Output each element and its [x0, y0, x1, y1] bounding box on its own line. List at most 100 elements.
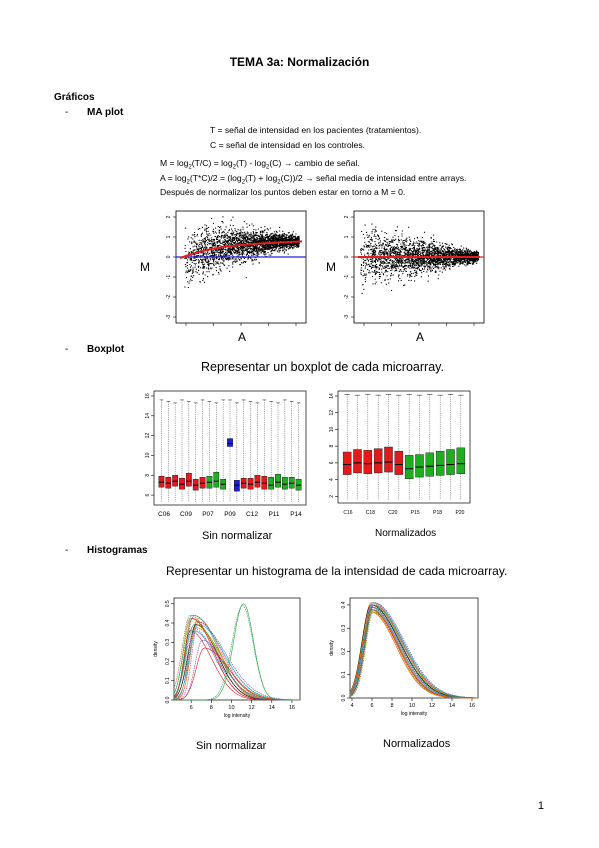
- bullet-label: Histogramas: [87, 545, 148, 556]
- histogram-left-caption: Sin normalizar: [196, 740, 267, 752]
- histogram-x-tick-label: 12: [249, 705, 255, 711]
- ma-right-axis-m: M: [326, 260, 336, 274]
- bullet-label: Boxplot: [87, 344, 125, 355]
- histogram-x-tick-label: 10: [409, 703, 415, 709]
- histogram-density-curve: [349, 609, 478, 699]
- boxplot-box: [384, 446, 393, 473]
- page-number: 1: [537, 800, 544, 812]
- boxplot-x-tick-label: C16: [343, 510, 352, 516]
- boxplot-box: [363, 450, 373, 474]
- histogram-x-tick-label: 12: [429, 703, 435, 709]
- histogram-x-tick-label: 8: [210, 705, 213, 711]
- histogram-x-tick-label: 4: [350, 703, 353, 709]
- histogram-right-caption: Normalizados: [383, 738, 451, 750]
- boxplot-box: [404, 455, 414, 479]
- boxplot-box: [446, 449, 455, 475]
- page-title: TEMA 3a: Normalización: [229, 55, 370, 69]
- ma-y-tick-label: 1: [166, 235, 172, 238]
- histogram-y-tick-label: 0.2: [165, 658, 171, 665]
- boxplot-box: [415, 454, 424, 478]
- boxplot-y-tick-label: 16: [145, 393, 151, 399]
- histogram-x-tick-label: 16: [289, 705, 295, 711]
- boxplot-box: [254, 475, 261, 488]
- ma-y-tick-label: -1: [166, 275, 172, 280]
- boxplot-box: [435, 450, 445, 476]
- boxplot-left-caption: Sin normalizar: [202, 530, 273, 542]
- boxplot-box: [394, 450, 404, 475]
- ma-y-tick-label: -3: [166, 315, 172, 320]
- boxplot-box: [213, 472, 220, 488]
- histogram-density-curve: [349, 609, 478, 699]
- boxplot-box: [425, 452, 435, 477]
- boxplot-x-tick-label: P09: [224, 511, 236, 518]
- boxplot-x-tick-label: P15: [411, 510, 420, 516]
- histogram-y-tick-label: 0.1: [341, 671, 347, 678]
- ma-plot-figure: 2 1 0 -1 -2 -3 2 1 0 -1 -2 -3 M M A A: [140, 210, 485, 344]
- boxplot-y-tick-label: 14: [145, 413, 151, 419]
- boxplot-y-tick-label: 12: [329, 410, 335, 416]
- ma-y-tick-label: 0: [344, 255, 350, 258]
- ma-right-points-path: [360, 223, 480, 294]
- histogram-heading: Representar un histograma de la intensid…: [166, 564, 508, 578]
- histogram-density-curve: [173, 621, 300, 701]
- boxplot-y-tick-label: 12: [145, 433, 151, 439]
- boxplot-y-tick-label: 6: [329, 461, 335, 464]
- ma-y-tick-label: 2: [344, 215, 350, 218]
- histogram-x-tick-label: 6: [190, 705, 193, 711]
- histogram-density-curve: [173, 614, 300, 701]
- histogram-density-curve: [174, 605, 300, 701]
- boxplot-y-tick-label: 10: [329, 426, 335, 432]
- ma-definition-c: C = señal de intensidad en los controles…: [210, 140, 366, 150]
- bullet-histogramas: - Histogramas: [65, 545, 148, 556]
- histogram-y-tick-label: 0.0: [165, 696, 171, 703]
- histogram-density-curve: [173, 647, 300, 701]
- histogram-y-tick-label: 0.2: [341, 648, 347, 655]
- ma-y-tick-label: -2: [344, 295, 350, 300]
- histogram-density-curve: [173, 630, 300, 701]
- ma-y-tick-label: 1: [344, 235, 350, 238]
- histogram-x-tick-label: 14: [269, 705, 275, 711]
- boxplot-box: [353, 449, 362, 474]
- histogram-right-frame: [349, 597, 479, 699]
- ma-right-point-cloud: [360, 223, 480, 294]
- histogram-density-curve: [173, 614, 300, 701]
- boxplot-x-tick-label: P07: [202, 511, 214, 518]
- boxplot-x-tick-label: P20: [456, 510, 465, 516]
- histogram-y-label: density: [329, 640, 335, 656]
- histogram-density-curve: [173, 624, 300, 701]
- histogram-x-tick-label: 10: [228, 705, 234, 711]
- boxplot-x-tick-label: P11: [268, 511, 279, 518]
- histogram-x-tick-label: 16: [469, 703, 475, 709]
- boxplot-left-frame: [153, 390, 307, 506]
- boxplot-right-caption: Normalizados: [375, 528, 437, 539]
- histogram-x-tick-label: 14: [449, 703, 455, 709]
- boxplot-x-tick-label: C09: [180, 511, 192, 518]
- ma-y-tick-label: 0: [166, 255, 172, 258]
- boxplot-left-panel: 16 14 12 10 8 6 C06 C09 P07 P09 C12 P11 P14: [145, 390, 307, 518]
- boxplot-y-tick-label: 10: [145, 452, 151, 458]
- histogram-x-tick-label: 6: [370, 703, 373, 709]
- boxplot-y-tick-label: 8: [145, 474, 151, 477]
- histogram-density-curve: [349, 611, 478, 699]
- histogram-density-curve: [349, 606, 478, 699]
- histogram-density-curve: [349, 609, 478, 699]
- histogram-figure: 6 8 10 12 14 16 0.0 0.1 0.2 0.3 0.4 0.5 log intensit…: [153, 597, 479, 719]
- histogram-y-tick-label: 0.0: [341, 694, 347, 701]
- boxplot-heading: Representar un boxplot de cada microarra…: [201, 360, 444, 374]
- histogram-right-panel: 4 6 8 10 12 14 16 0.0 0.1 0.2 0.3 0.4 log intensity d…: [329, 597, 479, 717]
- histogram-density-curve: [173, 630, 300, 701]
- boxplot-x-tick-label: C18: [366, 510, 375, 516]
- histogram-y-tick-label: 0.5: [165, 600, 171, 607]
- boxplot-y-tick-label: 4: [329, 478, 335, 481]
- boxplot-y-tick-label: 2: [329, 495, 335, 498]
- ma-left-axis-a: A: [238, 330, 246, 344]
- boxplot-box: [373, 448, 383, 474]
- histogram-y-tick-label: 0.3: [165, 639, 171, 646]
- ma-definition-t: T = señal de intensidad en los pacientes…: [210, 125, 422, 135]
- boxplot-y-tick-label: 14: [329, 393, 335, 399]
- boxplot-box: [185, 473, 192, 487]
- ma-right-y-axis: 2 1 0 -1 -2 -3: [344, 215, 475, 326]
- histogram-density-curve: [173, 614, 300, 701]
- boxplot-box: [227, 438, 233, 447]
- boxplot-x-tick-label: C12: [246, 511, 258, 518]
